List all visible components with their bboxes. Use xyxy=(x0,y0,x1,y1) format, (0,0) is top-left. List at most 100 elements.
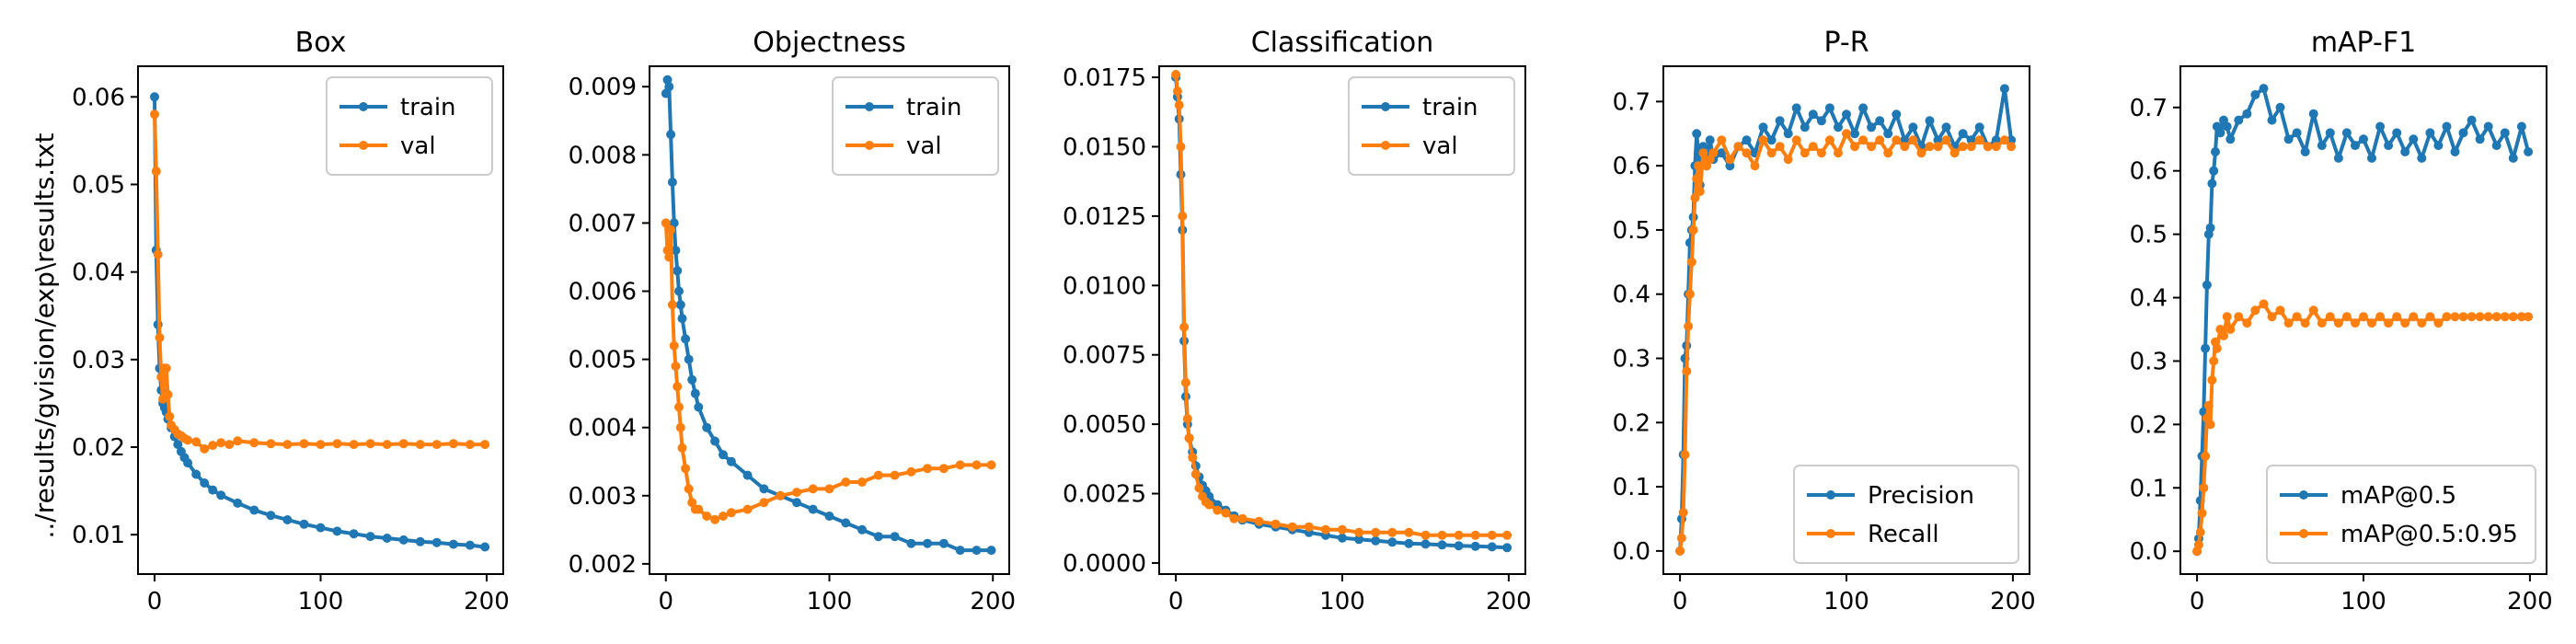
data-point-map-0-5-0-95 xyxy=(2199,483,2209,493)
data-point-map-0-5-0-95 xyxy=(2491,312,2501,322)
x-tick-label: 0 xyxy=(658,588,673,615)
data-point-map-0-5-0-95 xyxy=(2409,312,2419,322)
data-point-map-0-5 xyxy=(2308,109,2318,119)
data-point-train xyxy=(191,469,201,479)
legend-label-val: val xyxy=(906,132,942,160)
legend-label-recall: Recall xyxy=(1868,521,1939,548)
data-point-recall xyxy=(1791,135,1801,145)
y-tick-label: 0.0 xyxy=(2130,538,2168,566)
data-point-precision xyxy=(1698,142,1708,152)
data-point-map-0-5 xyxy=(2292,128,2302,138)
data-point-map-0-5 xyxy=(2341,128,2352,138)
data-point-map-0-5 xyxy=(2400,147,2410,156)
data-point-train xyxy=(1387,537,1397,547)
chart-title: Classification xyxy=(1251,27,1434,59)
data-point-recall xyxy=(1808,142,1818,152)
data-point-map-0-5-0-95 xyxy=(2392,312,2402,322)
data-point-recall xyxy=(1949,148,1960,158)
data-point-val xyxy=(674,402,684,412)
y-tick-label: 0.0175 xyxy=(1063,64,1146,92)
legend-marker-recall xyxy=(1826,529,1835,538)
data-point-map-0-5 xyxy=(2225,134,2236,144)
data-point-recall xyxy=(1695,187,1705,197)
data-point-map-0-5 xyxy=(2215,128,2225,138)
legend-marker-map-0-5-0-95 xyxy=(2299,529,2308,538)
data-point-map-0-5 xyxy=(2384,141,2394,151)
data-point-map-0-5-0-95 xyxy=(2367,318,2376,328)
data-point-train xyxy=(1354,535,1364,545)
data-point-map-0-5-0-95 xyxy=(2458,312,2468,322)
data-point-map-0-5-0-95 xyxy=(2384,318,2394,328)
data-point-val xyxy=(694,504,704,514)
data-point-val xyxy=(1487,530,1497,540)
data-point-precision xyxy=(1842,109,1851,120)
data-point-val xyxy=(1502,530,1512,540)
data-point-map-0-5 xyxy=(2450,147,2460,156)
data-point-map-0-5-0-95 xyxy=(2193,540,2203,550)
data-point-map-0-5-0-95 xyxy=(2483,312,2493,322)
data-point-map-0-5 xyxy=(2483,121,2493,132)
data-point-val xyxy=(382,440,392,450)
y-tick-label: 0.002 xyxy=(569,551,637,579)
x-tick-label: 100 xyxy=(2340,588,2386,615)
data-point-map-0-5-0-95 xyxy=(2267,312,2277,322)
data-point-recall xyxy=(1999,135,2009,145)
figure-ylabel: ../results/gvision/exp\results.txt xyxy=(29,132,60,538)
data-point-map-0-5 xyxy=(2524,147,2534,156)
y-tick-label: 0.0000 xyxy=(1063,550,1146,578)
data-point-recall xyxy=(1682,366,1692,376)
y-tick-label: 0.6 xyxy=(1613,153,1650,180)
data-point-precision xyxy=(1725,161,1735,171)
data-point-recall xyxy=(1686,257,1696,267)
data-point-recall xyxy=(1908,135,1918,145)
legend-label-map-0-5-0-95: mAP@0.5:0.95 xyxy=(2340,521,2518,548)
data-point-recall xyxy=(1688,225,1698,235)
data-point-val xyxy=(1176,142,1186,152)
data-point-val xyxy=(955,460,965,470)
data-point-train xyxy=(690,388,700,398)
data-point-map-0-5-0-95 xyxy=(2317,318,2327,328)
data-point-recall xyxy=(1892,135,1902,145)
data-point-val xyxy=(1354,527,1364,537)
data-point-map-0-5-0-95 xyxy=(2433,318,2444,328)
data-point-recall xyxy=(1834,148,1843,158)
data-point-map-0-5-0-95 xyxy=(2225,325,2236,334)
data-point-val xyxy=(1174,100,1184,110)
data-point-recall xyxy=(1816,148,1826,158)
data-point-map-0-5-0-95 xyxy=(2417,318,2427,328)
data-point-val xyxy=(890,470,900,480)
data-point-map-0-5-0-95 xyxy=(2292,312,2302,322)
data-point-train xyxy=(661,88,671,98)
data-point-precision xyxy=(1850,129,1859,139)
y-tick-label: 0.06 xyxy=(72,84,125,111)
data-point-recall xyxy=(1717,135,1727,145)
data-point-train xyxy=(316,523,326,533)
data-point-val xyxy=(710,514,720,524)
data-point-recall xyxy=(1675,546,1685,556)
data-point-val xyxy=(1190,469,1201,479)
data-point-map-0-5-0-95 xyxy=(2475,312,2485,322)
data-point-recall xyxy=(1875,135,1885,145)
data-point-train xyxy=(382,534,392,543)
y-tick-label: 0.4 xyxy=(1613,282,1650,309)
data-point-train xyxy=(792,498,801,508)
chart-objectness: Objectness 0 100 200 0.002 0.003 0.004 0.005 0.0… xyxy=(569,27,1016,615)
data-point-train xyxy=(183,458,193,468)
data-point-recall xyxy=(2007,142,2017,152)
data-point-recall xyxy=(1925,142,1935,152)
y-tick-label: 0.01 xyxy=(72,522,125,549)
y-tick-label: 0.0100 xyxy=(1063,272,1146,300)
data-point-train xyxy=(249,505,259,515)
data-point-val xyxy=(759,498,769,508)
data-point-val xyxy=(664,252,674,262)
data-point-map-0-5 xyxy=(2359,134,2368,144)
x-tick-label: 0 xyxy=(1168,588,1184,615)
data-point-recall xyxy=(1783,155,1793,165)
data-point-map-0-5 xyxy=(2475,134,2485,144)
data-point-train xyxy=(266,511,276,521)
data-point-train xyxy=(431,537,442,547)
data-point-map-0-5 xyxy=(2275,102,2285,112)
y-tick-label: 0.008 xyxy=(569,142,637,169)
data-point-map-0-5-0-95 xyxy=(2195,527,2205,537)
x-tick-label: 0 xyxy=(1673,588,1688,615)
